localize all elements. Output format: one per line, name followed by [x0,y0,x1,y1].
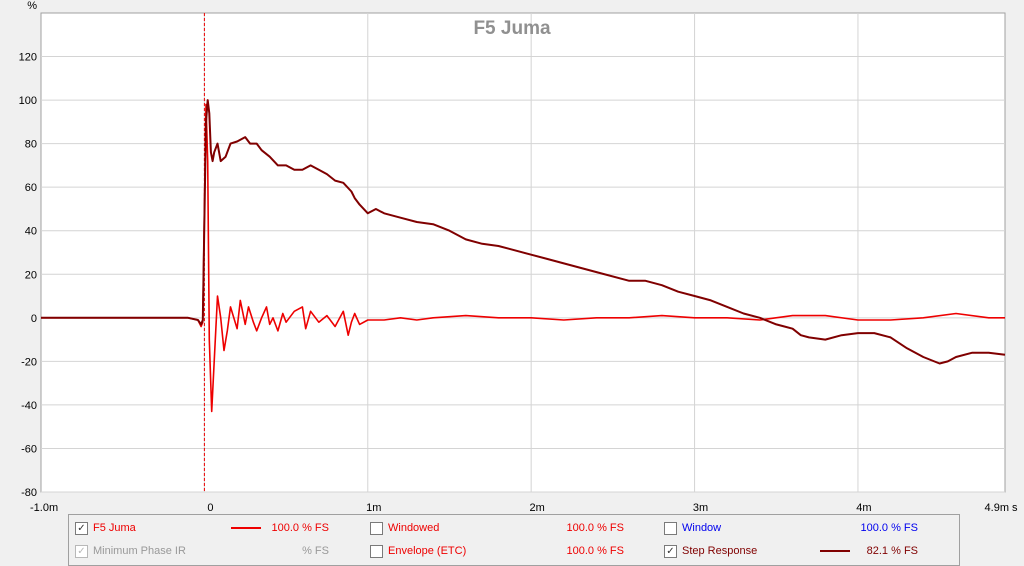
y-tick-label: 80 [25,139,37,151]
checkbox-icon[interactable]: ✓ [75,522,88,535]
legend-label: Step Response [682,545,758,557]
legend-item-step-response[interactable]: ✓ Step Response 82.1 % FS [664,541,954,561]
x-axis-label: s [1012,502,1018,512]
legend-label: Envelope (ETC) [388,545,467,557]
checkbox-icon[interactable] [664,522,677,535]
legend-label: F5 Juma [93,522,136,534]
legend-value: 100.0 % FS [271,522,329,534]
y-tick-label: 60 [25,182,37,194]
y-tick-label: -80 [21,487,37,499]
legend-value: 100.0 % FS [860,522,918,534]
checkbox-icon[interactable] [370,545,383,558]
x-tick-label: 3m [693,502,708,512]
x-tick-label: 2m [530,502,545,512]
series-line-f5-juma [41,103,1005,413]
legend-item-envelope[interactable]: Envelope (ETC) 100.0 % FS [370,541,660,561]
y-tick-label: -20 [21,356,37,368]
y-tick-label: 20 [25,269,37,281]
x-tick-label: 4m [856,502,871,512]
series-line-step-response [41,99,1006,365]
legend-label: Windowed [388,522,440,534]
legend-value: 82.1 % FS [866,545,918,557]
legend-item-minimum-phase-ir[interactable]: ✓ Minimum Phase IR % FS [75,541,365,561]
y-tick-label: 0 [31,313,37,325]
legend-value: % FS [302,545,329,557]
y-tick-label: 100 [19,95,37,107]
x-tick-label: 4.9m [985,502,1009,512]
chart-title: F5 Juma [473,18,551,39]
legend-item-f5-juma[interactable]: ✓ F5 Juma 100.0 % FS [75,518,365,538]
y-tick-label: 120 [19,52,37,64]
impulse-chart[interactable]: 120 100 80 60 40 20 0 -20 -40 -60 -80% -1.0m 0 1m 2m 3m… [0,0,1024,512]
y-axis-label: % [27,0,37,12]
y-tick-label: -40 [21,400,37,412]
y-tick-label: -60 [21,443,37,455]
x-tick-label: -1.0m [30,502,58,512]
series-swatch [820,550,850,552]
legend-value: 100.0 % FS [566,522,624,534]
x-tick-label: 0 [207,502,213,512]
checkbox-icon[interactable] [370,522,383,535]
checkbox-icon[interactable]: ✓ [664,545,677,558]
legend-label: Minimum Phase IR [93,545,186,557]
y-tick-label: 40 [25,226,37,238]
checkbox-icon[interactable]: ✓ [75,545,88,558]
legend-item-windowed[interactable]: Windowed 100.0 % FS [370,518,660,538]
legend-value: 100.0 % FS [566,545,624,557]
series-swatch [231,527,261,529]
legend-label: Window [682,522,722,534]
x-tick-label: 1m [366,502,381,512]
legend-item-window[interactable]: Window 100.0 % FS [664,518,954,538]
legend-panel: ✓ F5 Juma 100.0 % FS Windowed 100.0 % FS… [68,514,960,566]
